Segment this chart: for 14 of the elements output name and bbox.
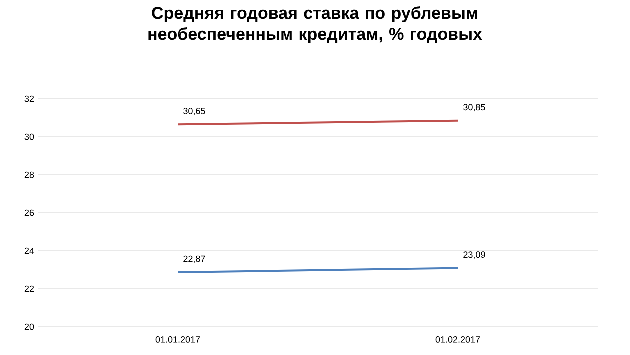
y-tick-label: 20 [24,324,34,330]
y-tick-label: 30 [24,134,34,140]
chart-title: Средняя годовая ставка по рублевым необеспеченным кредитам, % годовых [148,6,482,44]
data-label: 23,09 [464,252,486,260]
y-tick-label: 24 [24,248,34,254]
x-tick-label: 01.02.2017 [436,336,480,343]
y-tick-label: 26 [24,210,34,216]
y-tick-label: 32 [24,96,34,102]
y-tick-label: 22 [24,286,34,292]
x-tick-label: 01.01.2017 [156,336,200,343]
data-label: 30,65 [184,108,206,116]
data-label: 30,85 [464,104,486,112]
y-tick-label: 28 [24,172,34,178]
data-label: 22,87 [184,256,206,264]
